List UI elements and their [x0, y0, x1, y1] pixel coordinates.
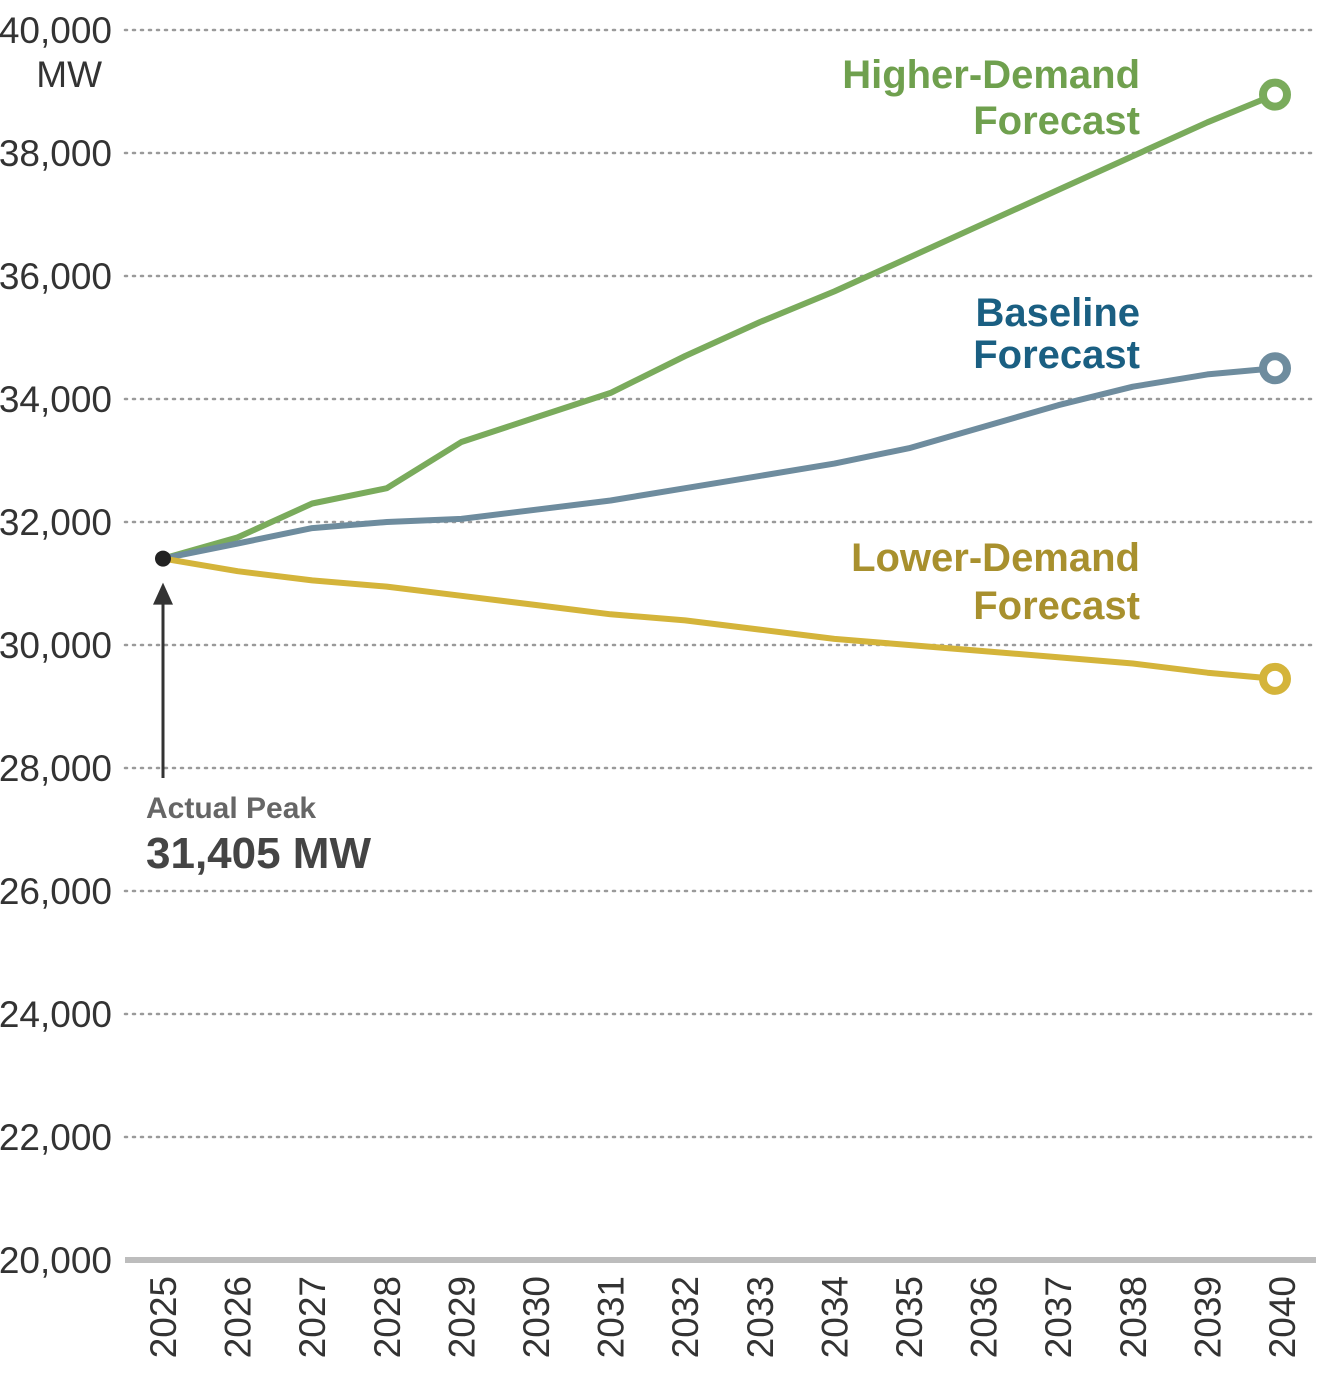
y-axis-unit-label: MW: [36, 54, 102, 95]
x-tick-label: 2036: [964, 1276, 1005, 1358]
y-tick-label: 38,000: [0, 133, 112, 174]
actual-peak-annotation: Actual Peak 31,405 MW: [146, 550, 371, 878]
series-label-1: Higher-Demand: [842, 53, 1140, 97]
y-tick-label: 40,000: [0, 10, 112, 51]
x-tick-label: 2029: [441, 1276, 482, 1358]
x-axis-tick-labels: 2025 2026 2027 2028 2029 2030 2031 2032 2033 2034…: [143, 1276, 1303, 1358]
y-tick-label: 22,000: [0, 1117, 112, 1158]
x-tick-label: 2039: [1187, 1276, 1228, 1358]
series-label-3: Forecast: [973, 584, 1140, 628]
y-tick-label: 28,000: [0, 748, 112, 789]
series-end-marker: [1259, 78, 1291, 111]
y-tick-label: 24,000: [0, 994, 112, 1035]
x-tick-label: 2027: [292, 1276, 333, 1358]
series-label-2: Baseline: [975, 291, 1140, 335]
y-tick-label: 32,000: [0, 502, 112, 543]
x-tick-label: 2025: [143, 1276, 184, 1358]
x-tick-label: 2026: [218, 1276, 259, 1358]
x-tick-label: 2032: [665, 1276, 706, 1358]
annotation-value: 31,405 MW: [146, 829, 371, 878]
x-tick-label: 2037: [1038, 1276, 1079, 1358]
grid-lines: [123, 28, 1318, 1139]
x-tick-label: 2030: [516, 1276, 557, 1358]
x-tick-label: 2035: [889, 1276, 930, 1358]
x-tick-label: 2034: [814, 1276, 855, 1358]
y-tick-label: 30,000: [0, 625, 112, 666]
y-axis-tick-labels: 20,000 22,000 24,000 26,000 28,000 30,000 32,0…: [0, 10, 112, 1281]
series-end-marker: [1259, 352, 1291, 385]
x-tick-label: 2031: [591, 1276, 632, 1358]
y-tick-label: 36,000: [0, 256, 112, 297]
annotation-arrowhead: [153, 582, 173, 605]
actual-peak-marker: [155, 550, 171, 567]
x-tick-label: 2038: [1113, 1276, 1154, 1358]
y-tick-label: 20,000: [0, 1240, 112, 1281]
x-tick-label: 2033: [740, 1276, 781, 1358]
x-tick-label: 2040: [1262, 1276, 1303, 1358]
series-line-2: [160, 365, 1278, 562]
series-end-marker: [1259, 662, 1291, 695]
x-tick-label: 2028: [367, 1276, 408, 1358]
series-line-3: [160, 555, 1278, 682]
y-tick-label: 26,000: [0, 871, 112, 912]
series-label-1: Forecast: [973, 99, 1140, 143]
y-tick-label: 34,000: [0, 379, 112, 420]
series-lines: [160, 78, 1291, 695]
series-labels: Higher-DemandForecastBaselineForecastLow…: [842, 53, 1140, 628]
series-line-1: [160, 91, 1278, 562]
series-label-3: Lower-Demand: [851, 536, 1140, 580]
series-label-2: Forecast: [973, 333, 1140, 377]
annotation-label: Actual Peak: [146, 792, 316, 825]
